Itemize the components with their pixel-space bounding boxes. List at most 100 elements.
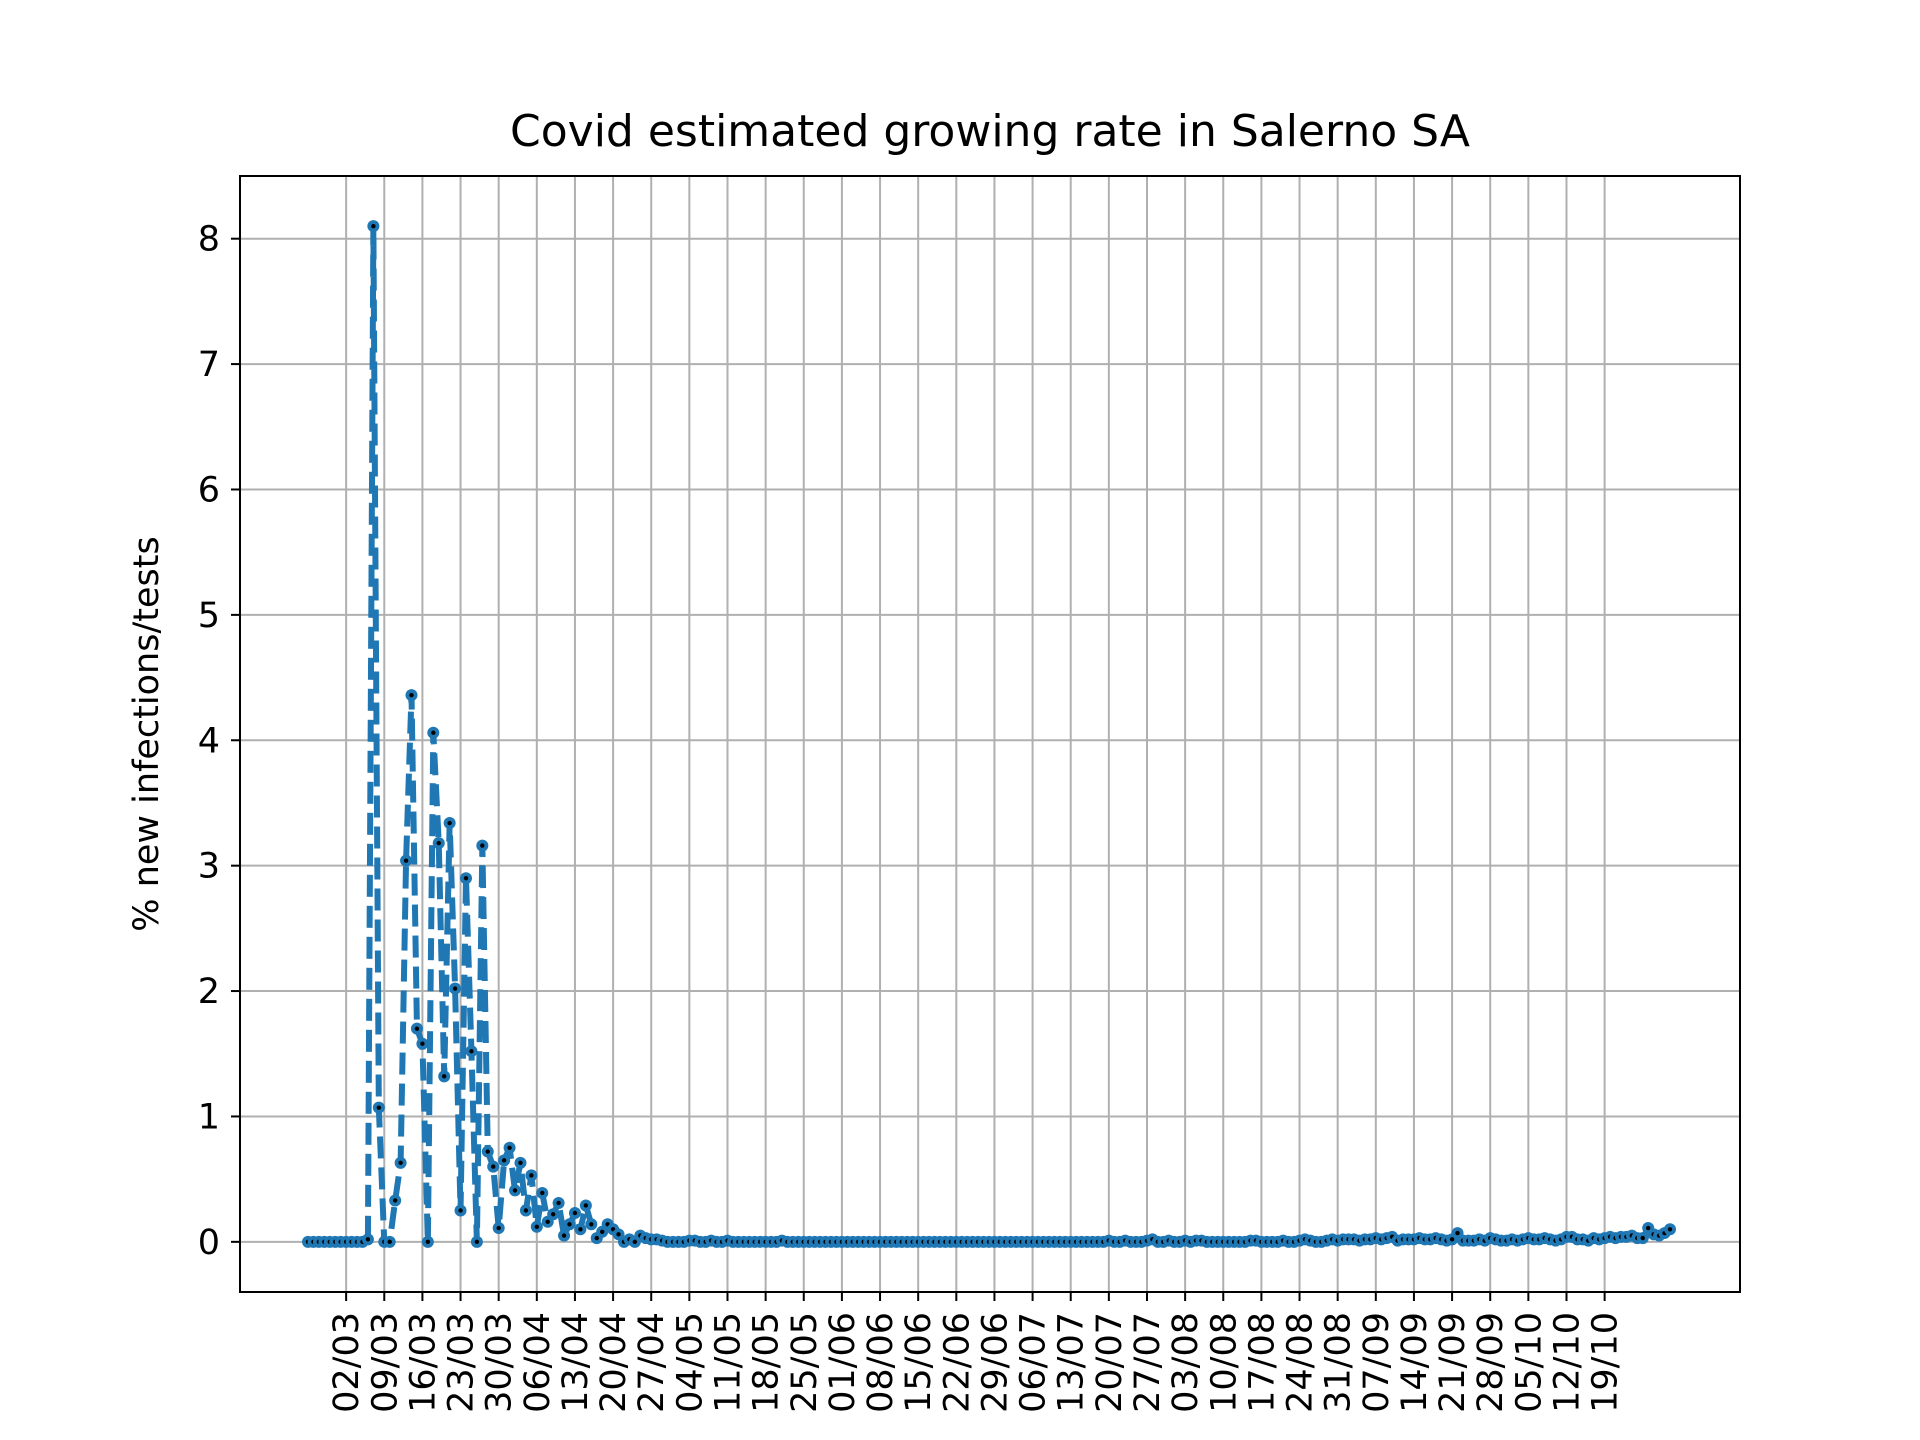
y-tick-label: 0 <box>198 1223 220 1263</box>
x-tick-label: 05/10 <box>1509 1312 1549 1413</box>
x-tick-label: 23/03 <box>442 1312 482 1413</box>
data-point-center <box>556 1200 561 1206</box>
x-tick-label: 06/07 <box>1014 1312 1054 1413</box>
data-point-center <box>392 1198 398 1203</box>
data-point-center <box>507 1145 512 1150</box>
x-tick-label: 13/07 <box>1052 1312 1092 1413</box>
data-point-center <box>561 1233 567 1238</box>
data-point-center <box>480 843 485 848</box>
x-tick-label: 11/05 <box>708 1312 748 1413</box>
data-point-center <box>1667 1227 1673 1232</box>
x-tick-label: 07/09 <box>1357 1312 1397 1413</box>
x-tick-label: 14/09 <box>1395 1312 1435 1413</box>
x-tick-label: 10/08 <box>1204 1312 1244 1413</box>
data-point-center <box>572 1210 578 1216</box>
y-tick-label: 6 <box>198 470 220 510</box>
data-point-center <box>425 1239 431 1245</box>
data-point-center <box>583 1203 589 1208</box>
data-point-center <box>632 1239 638 1245</box>
data-point-center <box>567 1222 572 1227</box>
x-tick-label: 18/05 <box>747 1312 787 1413</box>
x-axis: 02/0309/0316/0323/0330/0306/0413/0420/04… <box>327 1292 1626 1413</box>
y-axis: 0 1 2 3 4 5 6 7 8 <box>198 220 240 1263</box>
data-point-center <box>1640 1235 1645 1241</box>
data-point-center <box>518 1160 523 1166</box>
x-tick-label: 20/04 <box>594 1312 634 1413</box>
data-point-center <box>447 820 452 826</box>
data-point-center <box>534 1224 540 1229</box>
x-tick-label: 08/06 <box>861 1312 901 1413</box>
data-point-center <box>409 692 414 698</box>
data-point-center <box>458 1208 463 1213</box>
data-point-center <box>491 1164 496 1169</box>
x-tick-label: 27/07 <box>1128 1312 1168 1413</box>
y-tick-label: 1 <box>198 1097 220 1137</box>
data-point-center <box>414 1026 420 1031</box>
data-point-center <box>540 1190 545 1196</box>
x-tick-label: 12/10 <box>1547 1312 1587 1413</box>
data-point-center <box>371 223 376 229</box>
x-tick-label: 20/07 <box>1090 1312 1130 1413</box>
data-point-center <box>616 1232 621 1237</box>
x-tick-label: 29/06 <box>975 1312 1015 1413</box>
x-tick-label: 19/10 <box>1586 1312 1626 1413</box>
data-point-center <box>589 1222 594 1227</box>
chart-title: Covid estimated growing rate in Salerno … <box>510 106 1470 157</box>
data-point-center <box>594 1235 599 1241</box>
plot-frame <box>239 175 1741 1293</box>
x-tick-label: 31/08 <box>1319 1312 1359 1413</box>
data-point-center <box>474 1239 480 1245</box>
data-point-center <box>501 1158 507 1163</box>
y-tick-label: 3 <box>198 847 220 887</box>
x-tick-label: 01/06 <box>823 1312 863 1413</box>
x-tick-label: 04/05 <box>670 1312 710 1413</box>
y-tick-label: 5 <box>198 596 220 636</box>
y-tick-label: 4 <box>198 721 220 761</box>
x-tick-label: 30/03 <box>480 1312 520 1413</box>
x-tick-label: 03/08 <box>1166 1312 1206 1413</box>
x-tick-label: 28/09 <box>1471 1312 1511 1413</box>
x-tick-label: 13/04 <box>556 1312 596 1413</box>
data-point-center <box>529 1173 534 1178</box>
data-point-center <box>578 1227 583 1232</box>
data-point-center <box>512 1188 518 1193</box>
x-tick-label: 27/04 <box>632 1312 672 1413</box>
x-tick-label: 22/06 <box>937 1312 977 1413</box>
data-point-center <box>550 1212 556 1217</box>
data-point-center <box>420 1041 425 1046</box>
data-point-center <box>469 1049 474 1054</box>
x-tick-label: 21/09 <box>1433 1312 1473 1413</box>
y-tick-label: 8 <box>198 220 220 260</box>
data-point-center <box>463 876 469 881</box>
x-tick-label: 15/06 <box>899 1312 939 1413</box>
data-point-center <box>523 1208 529 1213</box>
plot-area <box>240 176 1740 1292</box>
data-point-center <box>442 1074 447 1079</box>
y-axis-label: % new infections/tests <box>127 536 167 931</box>
x-tick-label: 16/03 <box>403 1312 443 1413</box>
data-point-center <box>1646 1225 1651 1231</box>
y-tick-label: 2 <box>198 972 220 1012</box>
data-point-center <box>436 840 441 846</box>
data-point-center <box>398 1160 403 1166</box>
data-point-center <box>599 1229 605 1235</box>
data-point-center <box>485 1149 490 1154</box>
series-layer <box>302 220 1676 1248</box>
x-tick-label: 24/08 <box>1281 1312 1321 1413</box>
x-tick-label: 06/04 <box>518 1312 558 1413</box>
data-point-center <box>1449 1237 1455 1242</box>
data-point-center <box>431 730 436 735</box>
x-tick-label: 17/08 <box>1242 1312 1282 1413</box>
data-point-center <box>1455 1230 1460 1236</box>
y-tick-label: 7 <box>198 345 220 385</box>
x-tick-label: 25/05 <box>785 1312 825 1413</box>
data-point-center <box>387 1239 392 1245</box>
data-point-center <box>452 986 458 991</box>
data-point-center <box>376 1105 382 1110</box>
x-tick-label: 09/03 <box>365 1312 405 1413</box>
data-point-center <box>365 1237 371 1242</box>
data-point-center <box>545 1219 550 1224</box>
x-tick-label: 02/03 <box>327 1312 367 1413</box>
